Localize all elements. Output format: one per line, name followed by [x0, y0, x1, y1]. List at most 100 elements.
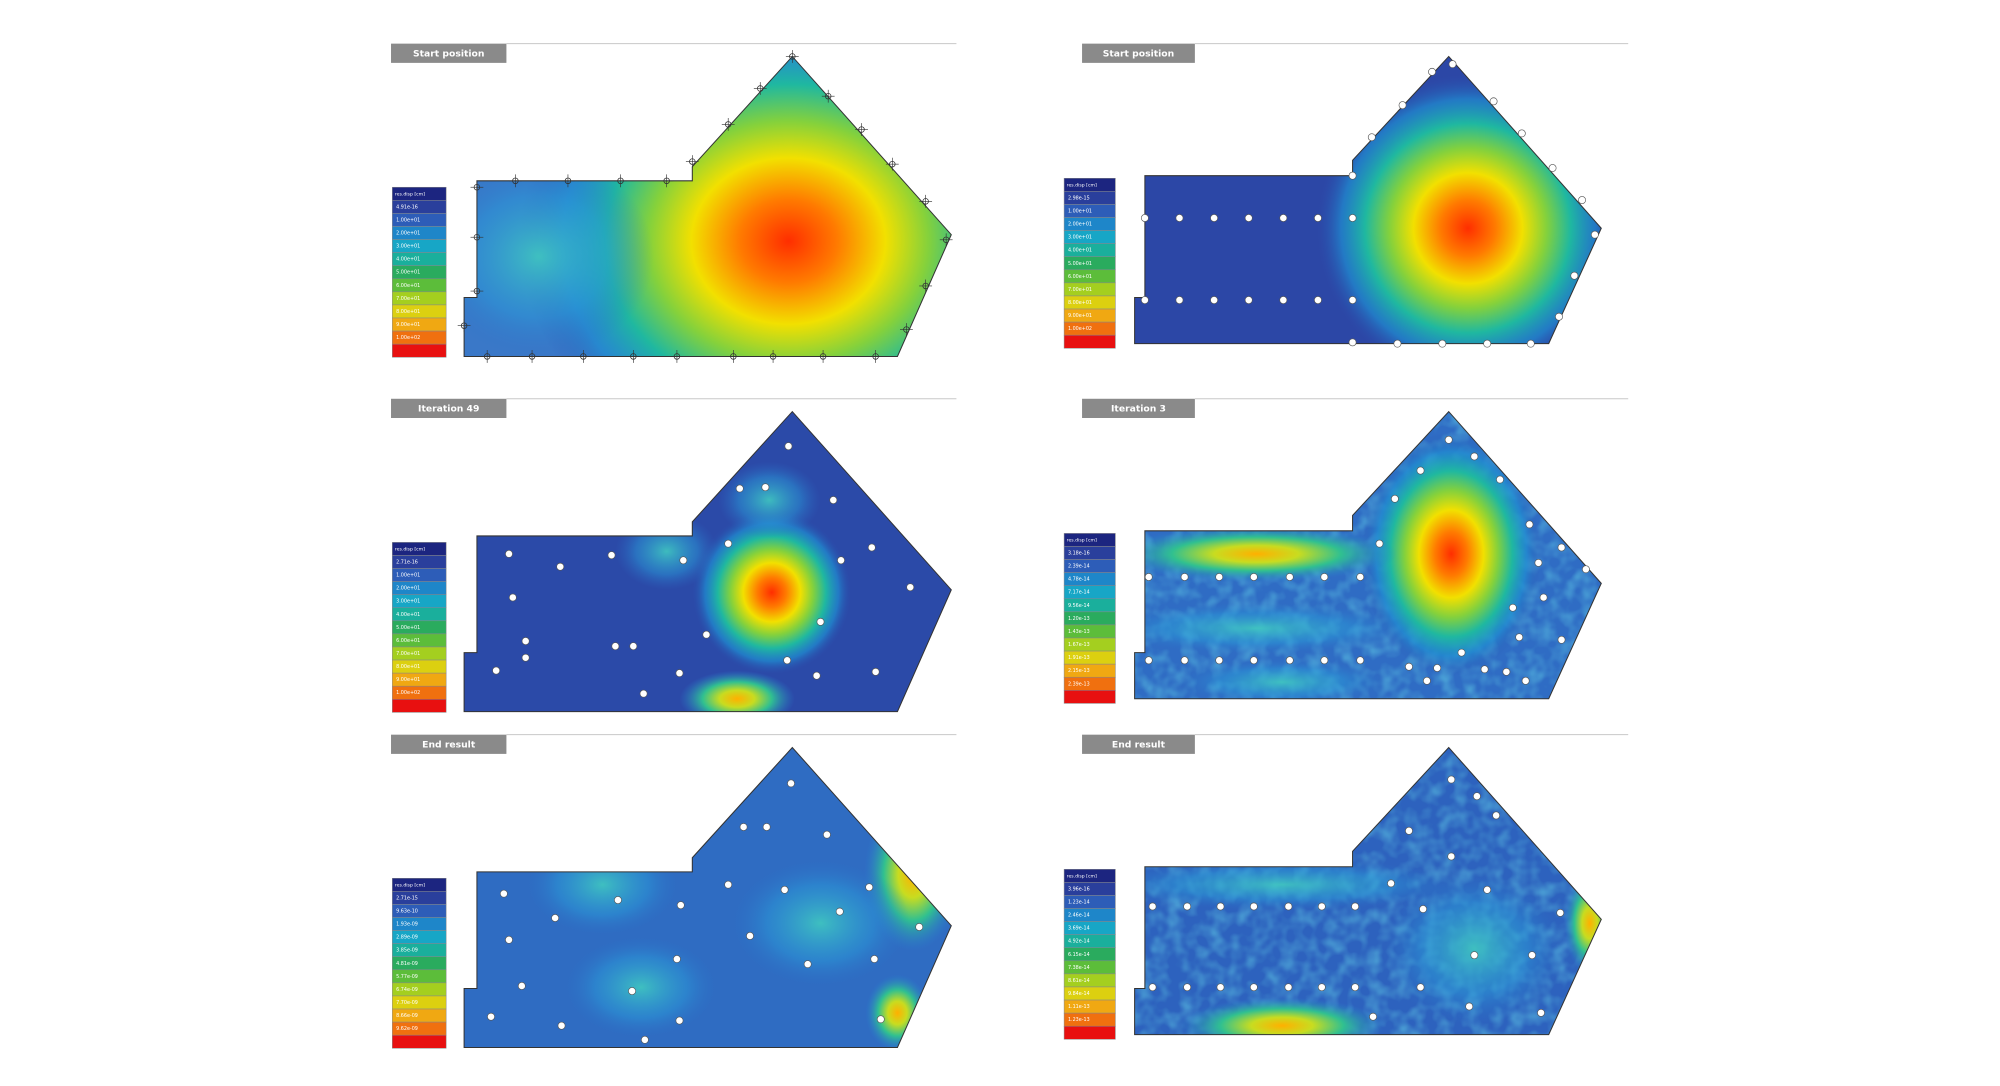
- field-blob: [692, 510, 852, 675]
- support: [837, 556, 845, 565]
- support: [1578, 196, 1586, 204]
- support: [557, 1021, 566, 1030]
- support: [617, 177, 624, 185]
- support: [1416, 466, 1425, 475]
- support: [1144, 573, 1153, 581]
- support: [906, 583, 915, 592]
- support: [1483, 339, 1492, 348]
- support: [1351, 902, 1360, 911]
- legend-label: 3.00e+01: [396, 599, 420, 605]
- legend-label: 2.39e-14: [1068, 564, 1090, 570]
- support: [630, 353, 637, 360]
- legend-label: 8.66e-09: [396, 1013, 418, 1019]
- legend-label: 1.43e-13: [1068, 629, 1090, 635]
- field-blob: [1384, 871, 1565, 1026]
- support: [1581, 565, 1590, 574]
- support: [889, 160, 896, 168]
- title-tab: [391, 734, 507, 754]
- panel-title: End result: [422, 739, 476, 750]
- legend-label: 1.67e-13: [1068, 642, 1090, 648]
- support: [762, 823, 771, 831]
- support: [1351, 983, 1360, 992]
- support: [1570, 271, 1579, 280]
- field-blob: [1564, 871, 1602, 975]
- legend-label: 1.11e-13: [1068, 1004, 1090, 1010]
- support: [1183, 902, 1192, 911]
- support: [1517, 129, 1526, 138]
- outline: [463, 410, 952, 713]
- support: [1244, 214, 1253, 222]
- legend-label: 5.77e-09: [396, 974, 418, 980]
- support: [1314, 214, 1322, 222]
- legend-swatch: [392, 699, 447, 713]
- legend-label: 2.39e-13: [1068, 681, 1090, 687]
- field-blob: [730, 859, 911, 988]
- support: [1457, 648, 1466, 657]
- support: [629, 642, 638, 651]
- support: [1447, 852, 1456, 861]
- support: [1438, 339, 1447, 348]
- legend-label: 2.00e+01: [396, 586, 420, 592]
- legend-label: 9.00e+01: [396, 322, 420, 328]
- support: [628, 987, 636, 995]
- support: [1447, 775, 1456, 784]
- support: [1348, 338, 1357, 347]
- field-blob: [564, 935, 718, 1039]
- support: [1148, 983, 1157, 992]
- support: [1314, 296, 1322, 304]
- legend-label: 2.71e-15: [396, 895, 418, 901]
- support: [1387, 879, 1395, 888]
- support: [1210, 296, 1219, 304]
- support: [746, 932, 754, 940]
- legend-label: 3.96e-16: [1068, 886, 1090, 892]
- support: [1356, 573, 1365, 581]
- legend-label: 6.00e+01: [396, 283, 420, 289]
- field-blob: [717, 461, 821, 539]
- outline: [1134, 55, 1602, 345]
- legend-label: 2.46e-14: [1068, 913, 1090, 919]
- legend-label: 7.00e+01: [396, 651, 420, 657]
- legend-label: 6.74e-09: [396, 987, 418, 993]
- support: [812, 671, 821, 680]
- legend-header: res.disp [cm]: [395, 191, 425, 197]
- legend-label: 9.00e+01: [396, 677, 420, 683]
- title-tab: [391, 43, 507, 63]
- legend-label: 9.62e-09: [396, 1026, 418, 1032]
- legend-label: 8.00e+01: [396, 309, 420, 315]
- support: [724, 121, 732, 128]
- support: [473, 184, 481, 191]
- legend-label: 9.63e-10: [396, 908, 418, 914]
- legend-label: 3.00e+01: [1068, 235, 1092, 241]
- support: [922, 282, 929, 290]
- support: [730, 353, 737, 360]
- support: [663, 177, 670, 185]
- support: [508, 593, 517, 602]
- legend-swatch: [1063, 334, 1116, 349]
- support: [784, 442, 793, 451]
- support: [1249, 573, 1258, 581]
- support: [607, 551, 616, 560]
- legend-label: 2.00e+01: [396, 230, 420, 236]
- support: [757, 85, 764, 92]
- title-tab: [1082, 43, 1195, 63]
- support: [871, 667, 880, 676]
- support: [724, 539, 733, 548]
- support: [614, 896, 622, 904]
- support: [505, 935, 513, 944]
- support: [702, 630, 711, 639]
- result-panel: Start position res.disp [cm] 2.98e-15 1.00e…: [1063, 43, 1629, 349]
- title-tab: [1082, 398, 1195, 418]
- support: [487, 1012, 495, 1021]
- support: [867, 543, 876, 552]
- legend-label: 3.00e+01: [396, 244, 420, 250]
- support: [858, 126, 865, 133]
- support: [1423, 676, 1431, 685]
- support: [816, 617, 825, 626]
- legend-label: 1.91e-13: [1068, 655, 1090, 661]
- support: [679, 556, 688, 565]
- support: [1473, 792, 1481, 801]
- support: [473, 287, 481, 295]
- legend-header: res.disp [cm]: [1067, 537, 1097, 543]
- legend-label: 2.98e-15: [1068, 195, 1090, 201]
- legend-label: 5.00e+01: [1068, 261, 1092, 267]
